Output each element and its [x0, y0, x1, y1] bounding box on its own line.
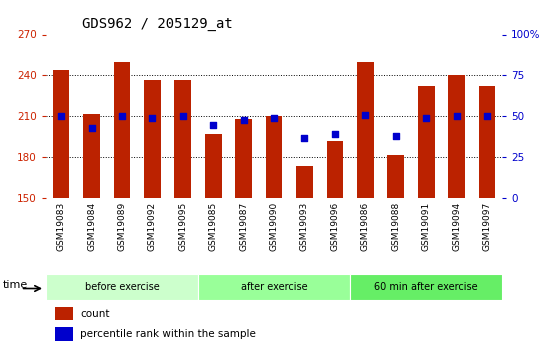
Bar [144, 80, 161, 198]
Text: GSM19095: GSM19095 [178, 202, 187, 252]
Text: GSM19083: GSM19083 [57, 202, 66, 252]
Text: GSM19087: GSM19087 [239, 202, 248, 252]
Text: GSM19092: GSM19092 [148, 202, 157, 251]
Bar [55, 327, 73, 341]
Bar [174, 80, 191, 198]
Point [422, 115, 430, 121]
Bar [478, 86, 495, 198]
Point [330, 132, 339, 137]
Text: GSM19088: GSM19088 [391, 202, 400, 252]
Point [483, 114, 491, 119]
Text: before exercise: before exercise [85, 282, 159, 292]
Point [148, 115, 157, 121]
Bar [266, 117, 282, 198]
Bar [357, 62, 374, 198]
Text: percentile rank within the sample: percentile rank within the sample [80, 329, 256, 339]
Text: 60 min after exercise: 60 min after exercise [374, 282, 478, 292]
Point [300, 135, 309, 140]
Text: GSM19084: GSM19084 [87, 202, 96, 251]
Text: count: count [80, 309, 110, 318]
Point [87, 125, 96, 131]
Point [270, 115, 279, 121]
Point [57, 114, 65, 119]
Text: GSM19097: GSM19097 [483, 202, 491, 252]
Bar [55, 307, 73, 320]
Bar [350, 274, 502, 300]
Bar [296, 166, 313, 198]
Bar [235, 119, 252, 198]
Text: GSM19096: GSM19096 [330, 202, 339, 252]
Text: GSM19091: GSM19091 [422, 202, 431, 252]
Bar [113, 62, 130, 198]
Point [178, 114, 187, 119]
Text: time: time [2, 280, 28, 289]
Bar [53, 70, 70, 198]
Text: GSM19086: GSM19086 [361, 202, 370, 252]
Bar [387, 155, 404, 198]
Text: after exercise: after exercise [241, 282, 307, 292]
Point [239, 117, 248, 122]
Point [392, 133, 400, 139]
Text: GDS962 / 205129_at: GDS962 / 205129_at [83, 17, 233, 31]
Bar [46, 274, 198, 300]
Bar [198, 274, 350, 300]
Point [118, 114, 126, 119]
Point [209, 122, 218, 127]
Bar [83, 114, 100, 198]
Point [361, 112, 369, 118]
Text: GSM19093: GSM19093 [300, 202, 309, 252]
Bar [448, 76, 465, 198]
Bar [205, 134, 221, 198]
Point [453, 114, 461, 119]
Text: GSM19090: GSM19090 [269, 202, 279, 252]
Text: GSM19085: GSM19085 [208, 202, 218, 252]
Bar [327, 141, 343, 198]
Bar [418, 86, 435, 198]
Text: GSM19094: GSM19094 [452, 202, 461, 251]
Text: GSM19089: GSM19089 [118, 202, 126, 252]
